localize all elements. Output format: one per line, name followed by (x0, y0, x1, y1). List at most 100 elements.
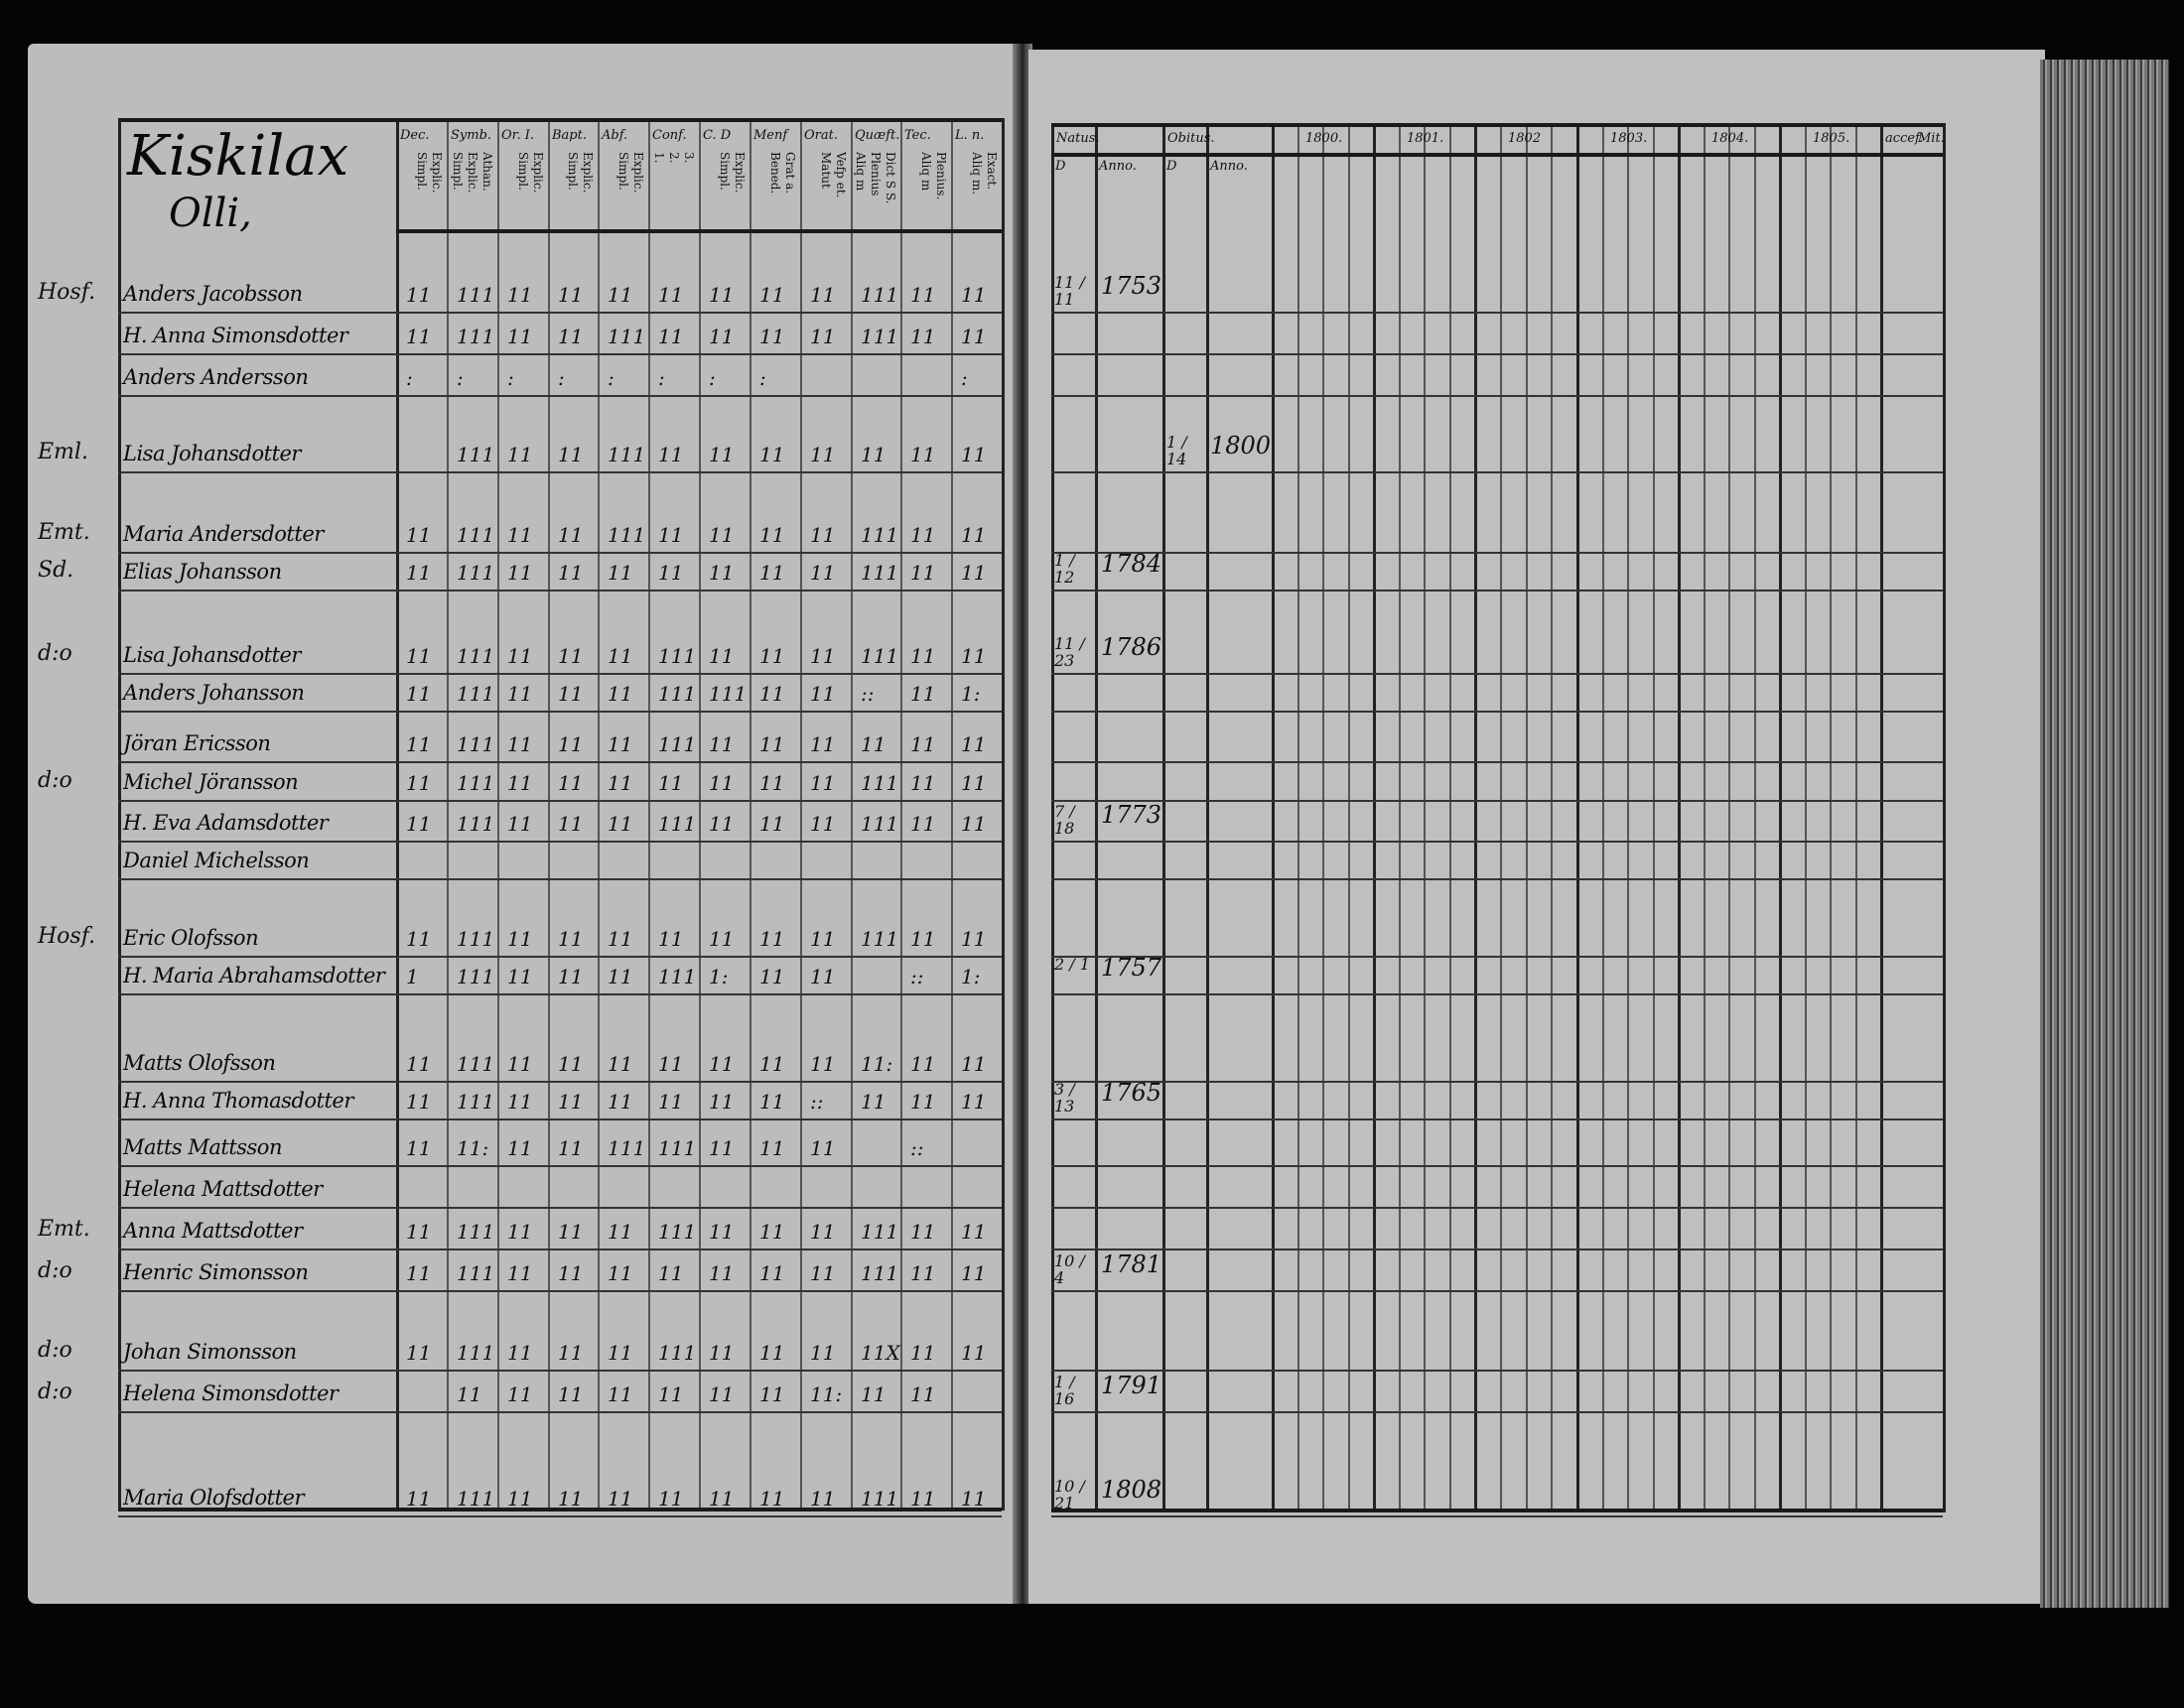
catechism-mark: 11 (658, 927, 684, 952)
catechism-mark: 11 (558, 1090, 584, 1115)
row-rule (118, 993, 1002, 996)
book-gutter (1013, 44, 1032, 1604)
column-rule (648, 118, 650, 1511)
catechism-mark: 11 (910, 771, 936, 796)
catechism-mark: 11 (910, 731, 936, 756)
column-subheader: Anno. (1099, 159, 1137, 174)
margin-note: d:o (38, 1337, 72, 1363)
catechism-mark: 111 (861, 1219, 899, 1244)
catechism-mark: 11 (810, 561, 836, 586)
column-subheader: Explic. (581, 152, 595, 194)
catechism-mark: 11 (759, 1052, 785, 1077)
person-name: Maria Olofsdotter (123, 1486, 305, 1511)
catechism-mark: 11 (810, 644, 836, 669)
column-subheader: Simpl. (451, 152, 465, 191)
table-header-rule (396, 229, 1002, 233)
catechism-mark: 11 (608, 1260, 633, 1285)
catechism-mark: 11 (507, 1052, 533, 1077)
row-rule (118, 311, 1002, 314)
row-rule (1051, 470, 1943, 473)
column-rule (851, 118, 853, 1511)
catechism-mark: 11 (709, 1090, 735, 1115)
column-subheader: D (1055, 159, 1066, 174)
column-rule (396, 118, 399, 1511)
catechism-mark: 11 (406, 282, 432, 307)
catechism-mark: : (658, 365, 665, 390)
row-rule (118, 590, 1002, 592)
catechism-mark: 11 (709, 561, 735, 586)
catechism-mark: 11 (810, 811, 836, 836)
catechism-mark: 11 (910, 927, 936, 952)
catechism-mark: 11 (558, 1219, 584, 1244)
catechism-mark: 11 (406, 523, 432, 548)
column-subheader: D (1166, 159, 1177, 174)
catechism-mark: 111 (658, 1135, 697, 1160)
birth-year: 1800 (1210, 431, 1272, 460)
row-rule (1051, 800, 1943, 803)
sub-column-rule (1703, 123, 1706, 1512)
sub-column-rule (1601, 123, 1604, 1512)
sub-column-rule (1627, 123, 1629, 1512)
catechism-mark: 11 (961, 1052, 987, 1077)
row-rule (1051, 993, 1943, 996)
catechism-mark: 11 (861, 731, 887, 756)
catechism-mark: 11 (709, 1381, 735, 1406)
catechism-mark: 11 (961, 1219, 987, 1244)
catechism-mark: 11 (658, 1260, 684, 1285)
catechism-mark: 11 (961, 731, 987, 756)
catechism-mark: : (507, 365, 514, 390)
birth-day: 1 / 12 (1054, 551, 1075, 588)
catechism-mark: 111 (457, 561, 495, 586)
catechism-mark: 11 (709, 771, 735, 796)
sub-column-rule (1753, 123, 1756, 1512)
margin-note: d:o (38, 641, 72, 667)
catechism-mark: 11 (507, 324, 533, 348)
catechism-mark: 11X (861, 1340, 900, 1365)
catechism-mark: 11 (759, 1090, 785, 1115)
column-subheader: 2. (667, 152, 681, 164)
catechism-mark: 111 (658, 682, 697, 707)
table-top-rule (118, 118, 1002, 122)
catechism-mark: : (457, 365, 464, 390)
catechism-mark: 11 (608, 1219, 633, 1244)
person-name: H. Eva Adamsdotter (123, 810, 329, 835)
catechism-mark: 11 (457, 1381, 482, 1406)
catechism-mark: 11 (406, 561, 432, 586)
row-rule (1051, 394, 1943, 397)
margin-note: Hosf. (38, 279, 96, 305)
catechism-mark: 1 (406, 965, 419, 989)
person-name: Maria Andersdotter (123, 522, 324, 547)
catechism-mark: 11 (507, 1260, 533, 1285)
catechism-mark: 11 (507, 1135, 533, 1160)
catechism-mark: 11 (910, 1487, 936, 1511)
catechism-mark: 111 (457, 1052, 495, 1077)
catechism-mark: 11 (759, 561, 785, 586)
sub-column-rule (1525, 123, 1528, 1512)
catechism-mark: :: (910, 965, 924, 989)
birth-day: 2 / 1 (1054, 955, 1090, 975)
person-name: Anna Mattsdotter (123, 1218, 303, 1243)
catechism-mark: 11 (910, 1219, 936, 1244)
column-rule (1272, 123, 1275, 1512)
catechism-mark: 111 (861, 523, 899, 548)
catechism-mark: 11 (608, 1340, 633, 1365)
table-top-rule (1051, 123, 1943, 127)
column-subheader: 1. (652, 152, 666, 164)
catechism-mark: 1: (709, 965, 729, 989)
column-rule (1095, 123, 1098, 1512)
catechism-mark: 11 (507, 811, 533, 836)
row-rule (1051, 1164, 1943, 1167)
catechism-mark: 11 (507, 1340, 533, 1365)
row-rule (1051, 1118, 1943, 1121)
catechism-mark: 11 (810, 523, 836, 548)
catechism-mark: 11 (709, 1135, 735, 1160)
person-name: Lisa Johansdotter (123, 441, 301, 465)
person-name: Helena Mattsdotter (123, 1176, 323, 1201)
catechism-mark: 111 (861, 927, 899, 952)
catechism-mark: 11 (507, 644, 533, 669)
catechism-mark: 11 (810, 1260, 836, 1285)
catechism-mark: 11 (810, 965, 836, 989)
catechism-mark: 11 (406, 1340, 432, 1365)
margin-note: Emt. (38, 520, 90, 546)
catechism-mark: 111 (861, 811, 899, 836)
